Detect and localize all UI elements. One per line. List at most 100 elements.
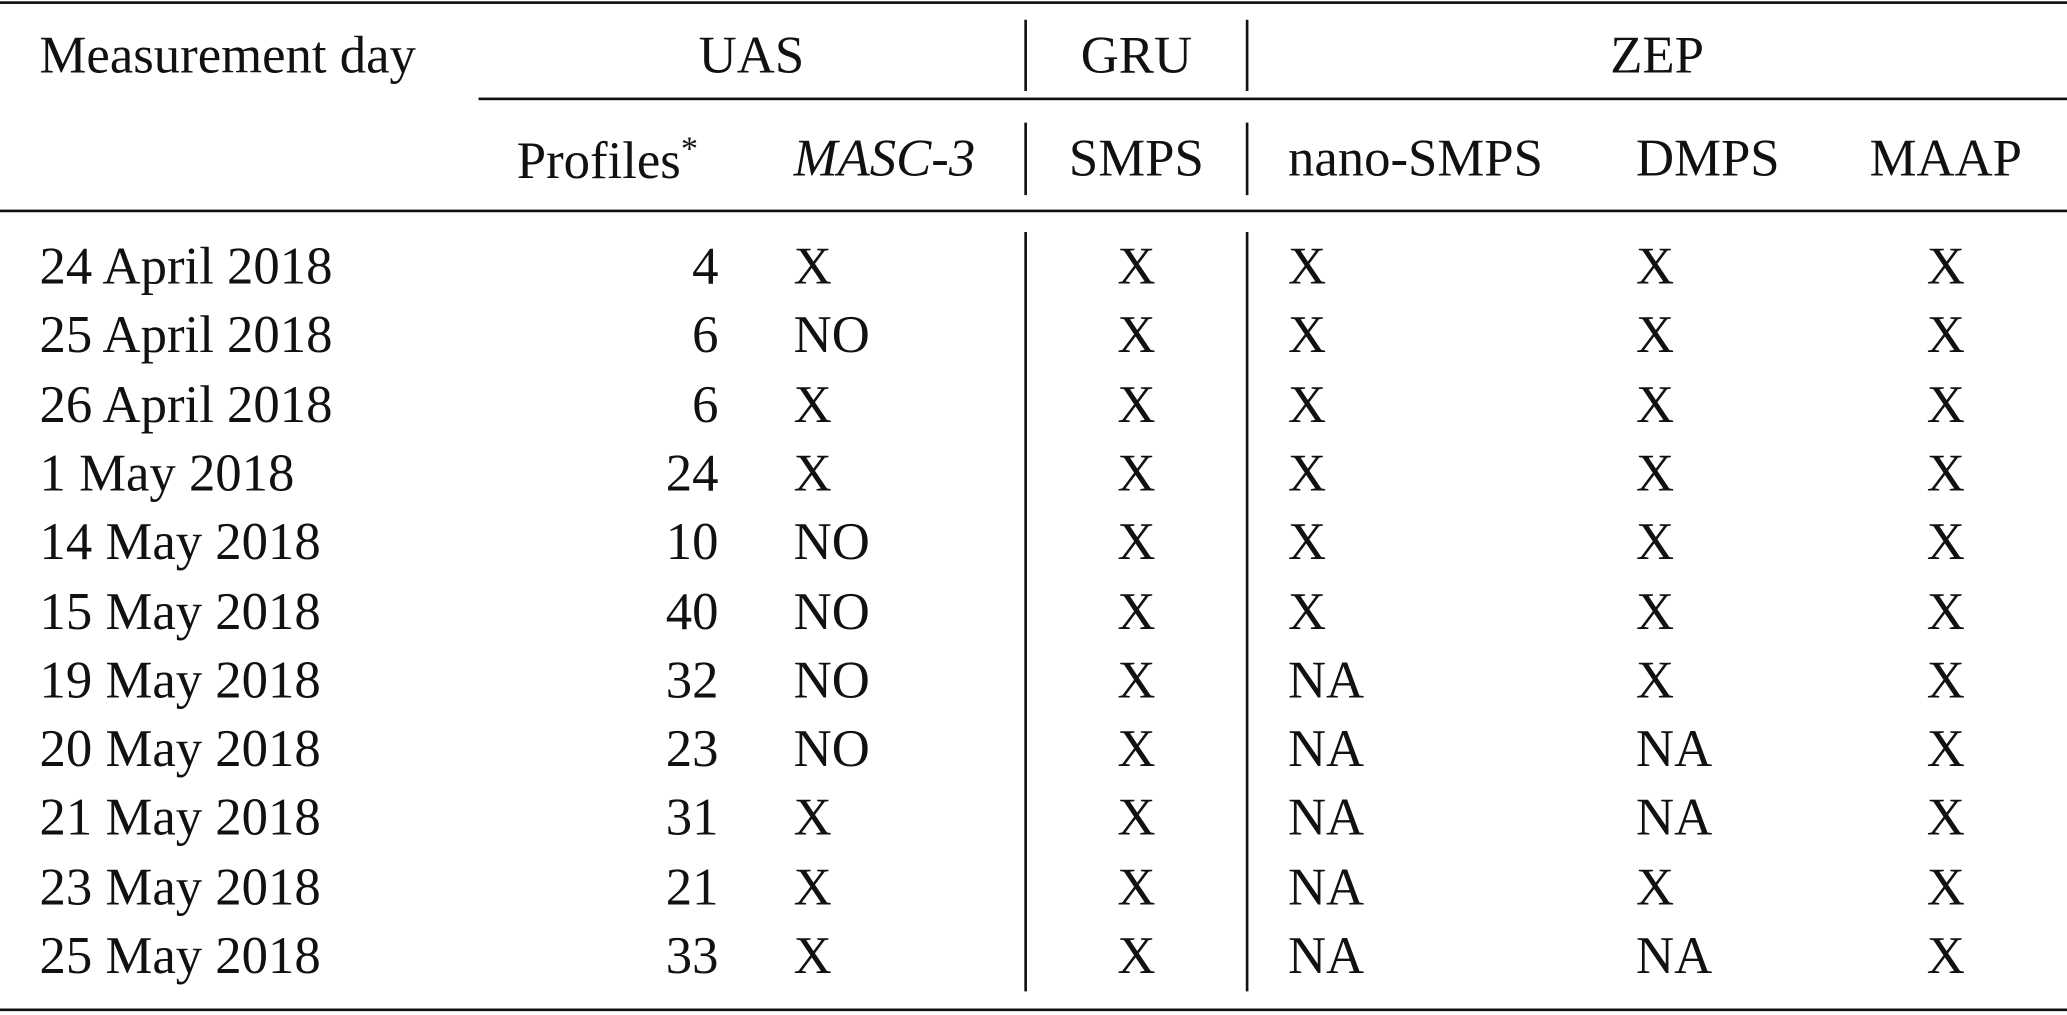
cell-maap: X xyxy=(1926,787,1965,847)
header-rule xyxy=(0,209,2067,213)
cell-profiles: 32 xyxy=(665,649,719,709)
profiles-label: Profiles xyxy=(516,130,681,190)
cell-profiles: 23 xyxy=(665,718,719,778)
cell-dmps: X xyxy=(1636,304,1675,365)
header-nano-smps: nano-SMPS xyxy=(1287,127,1543,188)
header-smps: SMPS xyxy=(1068,127,1204,188)
cell-masc3: NO xyxy=(793,511,870,572)
header-masc3: MASC-3 xyxy=(793,127,976,188)
divider xyxy=(1024,232,1027,992)
cell-day: 1 May 2018 xyxy=(39,442,295,503)
cell-masc3: X xyxy=(793,856,832,916)
cell-smps: X xyxy=(1117,787,1156,847)
header-profiles: Profiles* xyxy=(516,129,698,190)
cell-smps: X xyxy=(1117,649,1156,709)
cell-smps: X xyxy=(1117,718,1156,778)
cell-nano-smps: X xyxy=(1287,511,1327,572)
cell-nano-smps: X xyxy=(1287,442,1327,503)
cell-nano-smps: X xyxy=(1287,304,1327,365)
cell-maap: X xyxy=(1926,856,1965,916)
cell-profiles: 4 xyxy=(692,235,719,296)
cell-profiles: 40 xyxy=(665,580,719,641)
cell-smps: X xyxy=(1117,235,1156,296)
cell-nano-smps: NA xyxy=(1287,718,1365,778)
cell-dmps: X xyxy=(1636,580,1675,641)
cell-smps: X xyxy=(1117,304,1156,365)
group-gru: GRU xyxy=(1080,25,1193,85)
cell-day: 24 April 2018 xyxy=(39,235,333,296)
cell-maap: X xyxy=(1926,649,1965,709)
cell-dmps: X xyxy=(1636,511,1675,572)
cell-dmps: NA xyxy=(1636,718,1713,778)
cell-day: 20 May 2018 xyxy=(39,718,321,778)
divider xyxy=(1245,19,1249,91)
cell-day: 15 May 2018 xyxy=(39,580,321,641)
cell-maap: X xyxy=(1926,373,1965,434)
cell-masc3: X xyxy=(793,925,832,985)
cell-day: 25 April 2018 xyxy=(39,304,333,365)
cell-maap: X xyxy=(1926,580,1965,641)
divider xyxy=(1024,122,1027,196)
cell-masc3: X xyxy=(793,235,832,296)
divider xyxy=(1245,122,1249,196)
cell-masc3: NO xyxy=(793,304,870,365)
cell-nano-smps: X xyxy=(1287,580,1327,641)
cell-profiles: 6 xyxy=(692,373,719,434)
cell-profiles: 6 xyxy=(692,304,719,365)
cell-nano-smps: X xyxy=(1287,235,1327,296)
cell-maap: X xyxy=(1926,442,1965,503)
cell-day: 25 May 2018 xyxy=(39,925,321,985)
cell-masc3: X xyxy=(793,442,832,503)
header-measurement-day: Measurement day xyxy=(39,25,416,85)
cell-profiles: 31 xyxy=(665,787,719,847)
cell-day: 19 May 2018 xyxy=(39,649,321,709)
cell-dmps: X xyxy=(1636,442,1675,503)
header-dmps: DMPS xyxy=(1636,127,1780,188)
bottom-rule xyxy=(0,1008,2067,1012)
cell-smps: X xyxy=(1117,511,1156,572)
cell-day: 21 May 2018 xyxy=(39,787,321,847)
cell-masc3: NO xyxy=(793,580,870,641)
cell-maap: X xyxy=(1926,925,1965,985)
cell-masc3: X xyxy=(793,373,832,434)
cell-masc3: X xyxy=(793,787,832,847)
group-rule xyxy=(478,97,2067,101)
cell-profiles: 24 xyxy=(665,442,719,503)
cell-smps: X xyxy=(1117,856,1156,916)
cell-masc3: NO xyxy=(793,718,870,778)
cell-nano-smps: NA xyxy=(1287,856,1365,916)
cell-maap: X xyxy=(1926,718,1965,778)
footnote-mark: * xyxy=(680,129,698,168)
cell-dmps: X xyxy=(1636,373,1675,434)
header-maap: MAAP xyxy=(1869,127,2023,188)
cell-smps: X xyxy=(1117,925,1156,985)
cell-nano-smps: NA xyxy=(1287,787,1365,847)
cell-day: 14 May 2018 xyxy=(39,511,321,572)
divider xyxy=(1245,232,1249,992)
group-uas: UAS xyxy=(698,25,805,85)
cell-maap: X xyxy=(1926,235,1965,296)
top-rule xyxy=(0,1,2067,4)
cell-smps: X xyxy=(1117,580,1156,641)
cell-day: 23 May 2018 xyxy=(39,856,321,916)
cell-maap: X xyxy=(1926,511,1965,572)
cell-day: 26 April 2018 xyxy=(39,373,333,434)
group-zep: ZEP xyxy=(1610,25,1704,85)
cell-maap: X xyxy=(1926,304,1965,365)
cell-dmps: NA xyxy=(1636,925,1713,985)
cell-profiles: 21 xyxy=(665,856,719,916)
cell-nano-smps: X xyxy=(1287,373,1327,434)
cell-smps: X xyxy=(1117,373,1156,434)
cell-dmps: X xyxy=(1636,235,1675,296)
cell-dmps: X xyxy=(1636,649,1675,709)
cell-nano-smps: NA xyxy=(1287,925,1365,985)
cell-profiles: 33 xyxy=(665,925,719,985)
cell-masc3: NO xyxy=(793,649,870,709)
cell-dmps: NA xyxy=(1636,787,1713,847)
cell-nano-smps: NA xyxy=(1287,649,1365,709)
divider xyxy=(1024,19,1027,91)
cell-dmps: X xyxy=(1636,856,1675,916)
cell-profiles: 10 xyxy=(665,511,719,572)
cell-smps: X xyxy=(1117,442,1156,503)
